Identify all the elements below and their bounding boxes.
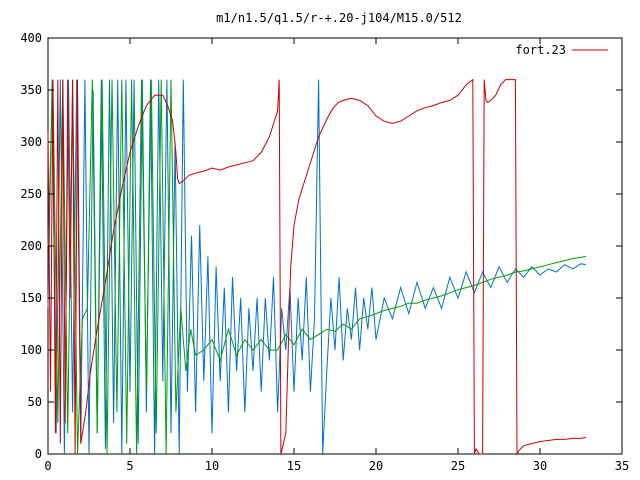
legend-label: fort.23 [515, 43, 566, 57]
y-tick-label: 50 [28, 395, 42, 409]
chart-title: m1/n1.5/q1.5/r-+.20-j104/M15.0/512 [216, 11, 462, 25]
x-tick-label: 35 [615, 459, 629, 473]
y-tick-label: 300 [20, 135, 42, 149]
y-tick-label: 400 [20, 31, 42, 45]
series-line-2 [47, 79, 587, 455]
y-tick-label: 150 [20, 291, 42, 305]
x-tick-label: 30 [533, 459, 547, 473]
y-tick-label: 350 [20, 83, 42, 97]
series-line-1 [47, 78, 587, 456]
y-axis: 0 50 100 150 200 250 300 350 400 [20, 31, 622, 461]
series-layer [47, 78, 587, 456]
y-tick-label: 0 [35, 447, 42, 461]
x-tick-label: 20 [369, 459, 383, 473]
x-tick-label: 5 [126, 459, 133, 473]
y-tick-label: 250 [20, 187, 42, 201]
x-axis: 0 5 10 15 20 25 30 35 [44, 38, 629, 473]
y-tick-label: 200 [20, 239, 42, 253]
x-tick-label: 15 [287, 459, 301, 473]
y-tick-label: 100 [20, 343, 42, 357]
x-tick-label: 10 [205, 459, 219, 473]
legend: fort.23 [515, 43, 608, 57]
series-line-3 [47, 79, 587, 455]
x-tick-label: 25 [451, 459, 465, 473]
x-tick-label: 0 [44, 459, 51, 473]
